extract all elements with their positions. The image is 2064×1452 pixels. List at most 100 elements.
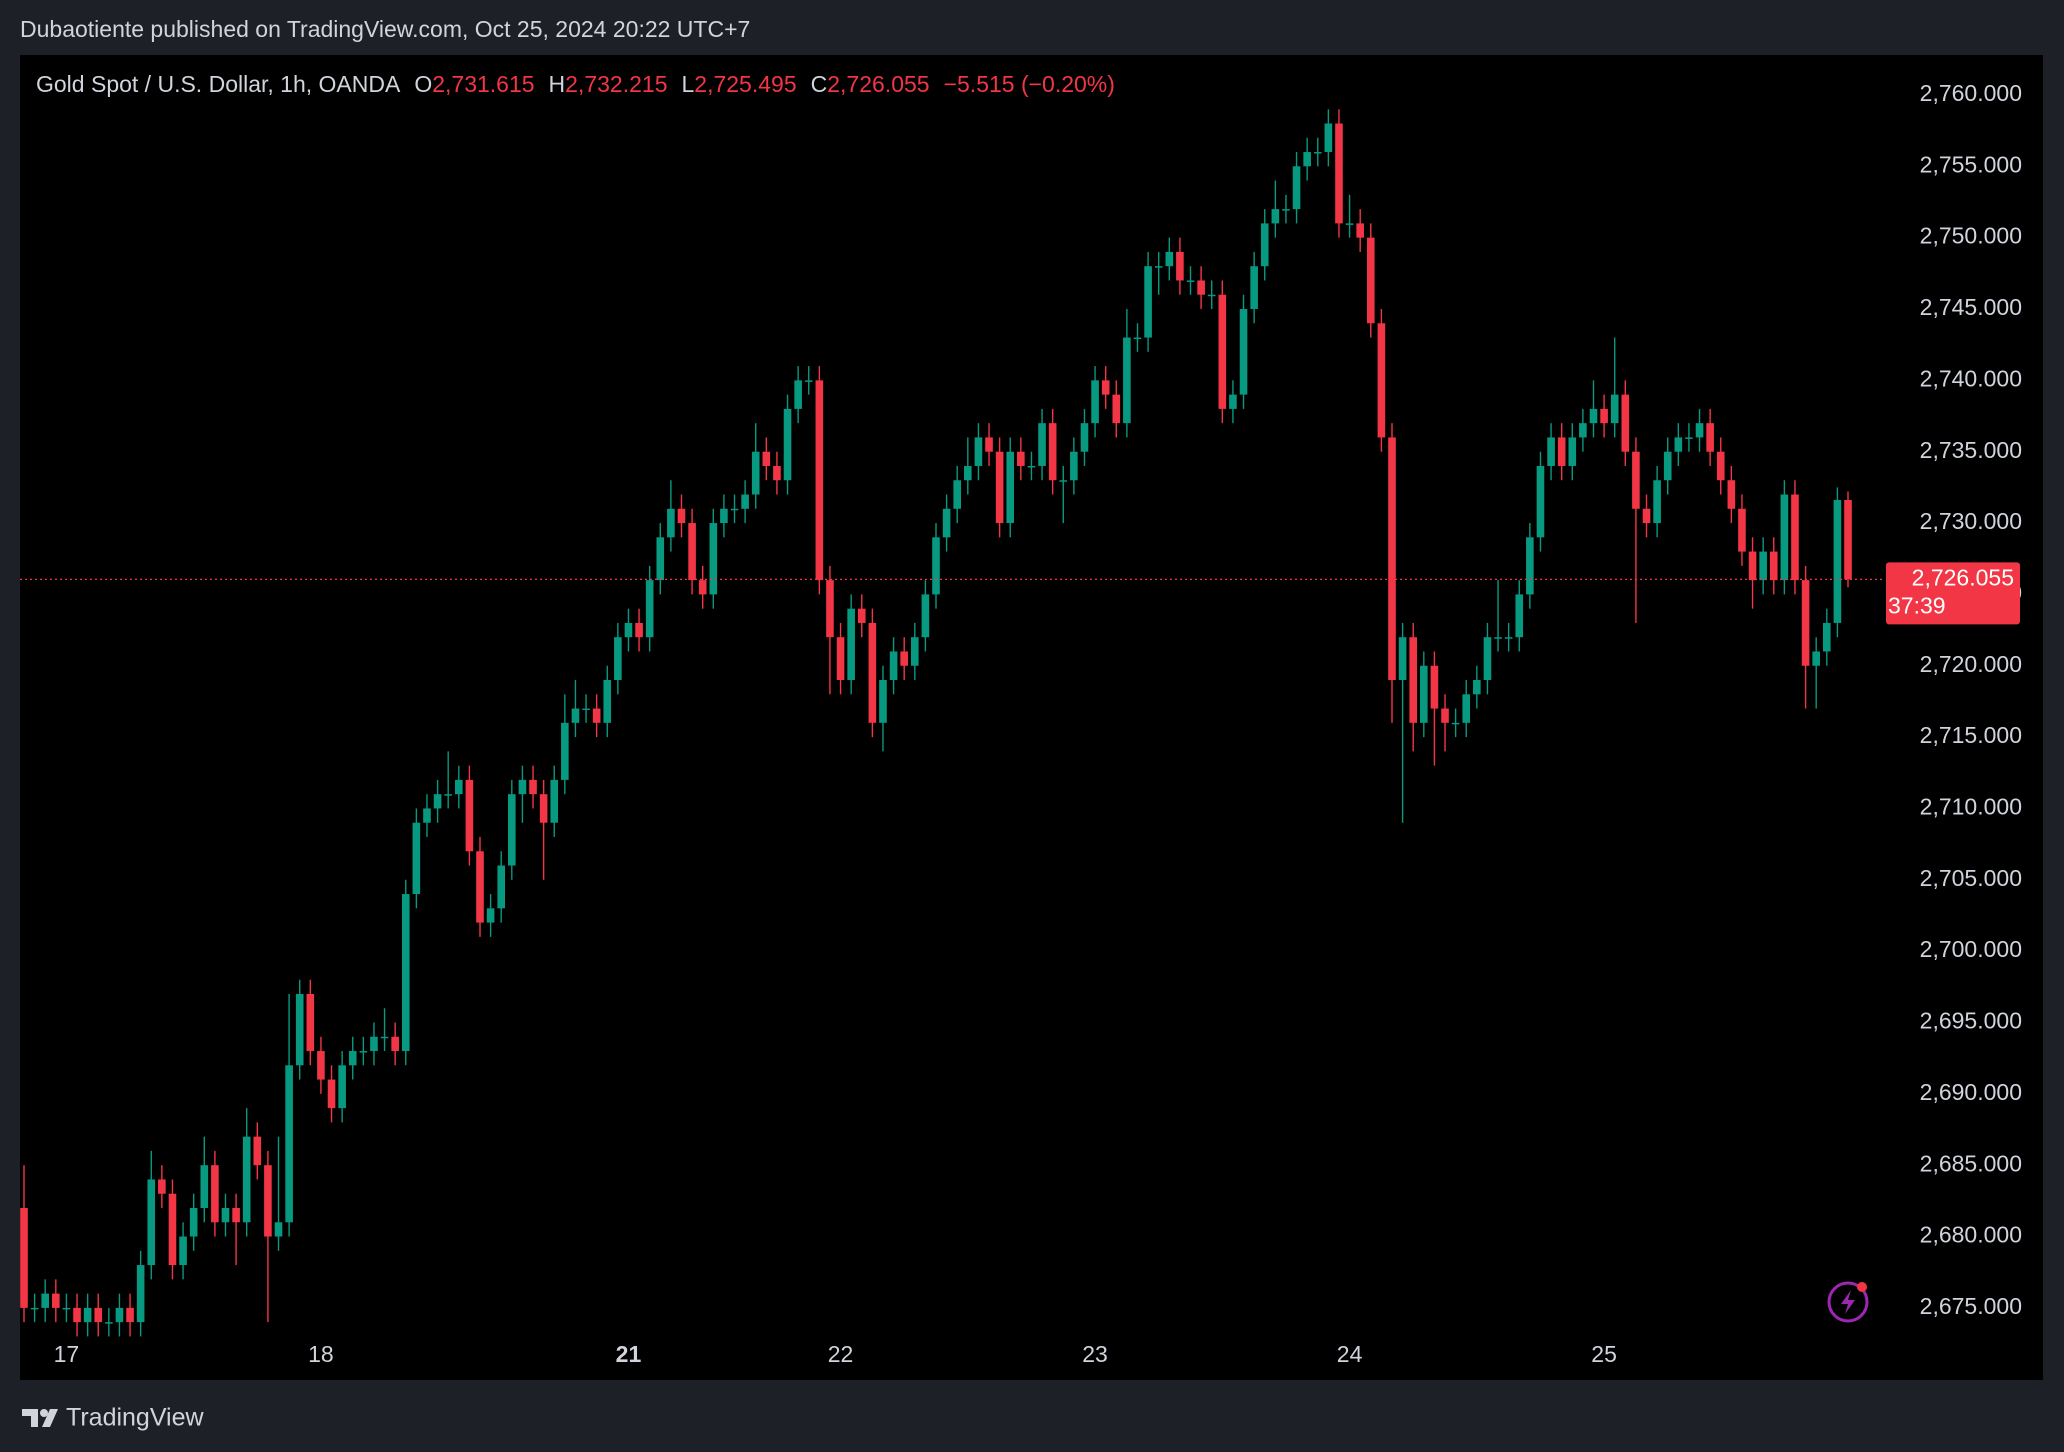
candle-body xyxy=(804,380,813,382)
candle-body xyxy=(1112,394,1121,424)
x-tick-label: 21 xyxy=(616,1341,642,1367)
candle-body xyxy=(1017,451,1025,466)
x-tick-label: 23 xyxy=(1082,1341,1108,1367)
candle-body xyxy=(868,622,877,723)
candle-body xyxy=(136,1265,145,1323)
candle-body xyxy=(454,779,463,795)
candle-body xyxy=(1801,580,1810,666)
footer-logo[interactable] xyxy=(22,1409,58,1427)
candle-body xyxy=(338,1065,346,1109)
candle-body xyxy=(592,708,601,723)
x-tick-label: 22 xyxy=(828,1341,854,1367)
candle-body xyxy=(1748,551,1757,581)
x-tick-label: 18 xyxy=(308,1341,334,1367)
candle-body xyxy=(1059,480,1068,482)
candle-body xyxy=(1260,223,1269,267)
candle-body xyxy=(115,1307,124,1323)
ohlc-value: 2,726.055 xyxy=(827,71,929,97)
candle-body xyxy=(773,465,781,481)
candle-body xyxy=(1027,465,1036,468)
candle-body xyxy=(561,722,569,780)
candle-body xyxy=(497,865,506,909)
candle-body xyxy=(942,508,951,538)
candle-body xyxy=(550,779,559,823)
candle-body xyxy=(211,1165,219,1223)
y-tick-label: 2,680.000 xyxy=(1920,1222,2022,1248)
candle-body xyxy=(1653,480,1661,524)
candle-body xyxy=(508,794,516,866)
candle-body xyxy=(62,1307,71,1310)
candle-body xyxy=(762,451,771,466)
candle-body xyxy=(1420,665,1428,723)
candle-body xyxy=(857,608,866,623)
candle-body xyxy=(30,1307,39,1310)
candle-body xyxy=(1642,508,1651,524)
candle-body xyxy=(391,1036,399,1052)
chart-panel xyxy=(20,55,2043,1380)
candle-body xyxy=(751,451,760,495)
y-tick-label: 2,745.000 xyxy=(1920,294,2022,320)
candle-body xyxy=(126,1307,134,1323)
logo-dot[interactable] xyxy=(40,1409,48,1417)
icon-bolt[interactable] xyxy=(1841,1290,1855,1314)
candle-body xyxy=(1706,423,1714,452)
footer-brand[interactable]: TradingView xyxy=(66,1404,205,1432)
candle-body xyxy=(253,1136,262,1166)
candle-body xyxy=(1282,209,1290,211)
candle-body xyxy=(635,622,643,638)
candle-body xyxy=(1335,123,1343,224)
candle-body xyxy=(1154,266,1163,268)
candle-body xyxy=(221,1207,230,1223)
candle-body xyxy=(242,1136,251,1223)
candle-body xyxy=(794,380,802,409)
candle-body xyxy=(147,1179,156,1266)
candle-body xyxy=(1504,637,1513,639)
candle-body xyxy=(423,808,431,823)
candle-body xyxy=(1579,423,1587,438)
y-tick-label: 2,685.000 xyxy=(1920,1150,2022,1176)
candle-body xyxy=(264,1165,272,1237)
candle-body xyxy=(815,380,824,581)
candle-body xyxy=(1610,394,1619,424)
icon-ring[interactable] xyxy=(1827,1281,1869,1323)
candle-body xyxy=(348,1051,357,1066)
candle-body xyxy=(1494,637,1502,639)
candle-body xyxy=(1218,294,1227,409)
candle-body xyxy=(94,1307,103,1323)
candle-body xyxy=(1197,280,1205,295)
y-tick-label: 2,750.000 xyxy=(1920,223,2022,249)
candle-body xyxy=(1176,251,1184,281)
candle-body xyxy=(1547,437,1555,466)
candle-body xyxy=(741,494,749,509)
candle-body xyxy=(826,580,834,638)
ohlc-value: 2,725.495 xyxy=(694,71,796,97)
candle-body xyxy=(1441,708,1449,723)
symbol-legend: Gold Spot / U.S. Dollar, 1h, OANDA O2,731… xyxy=(36,71,1115,97)
candle-body xyxy=(274,1222,283,1237)
y-tick-label: 2,710.000 xyxy=(1920,794,2022,820)
candle-body xyxy=(1557,437,1566,466)
candle-body xyxy=(529,779,537,795)
y-tick-label: 2,690.000 xyxy=(1920,1079,2022,1105)
candle-body xyxy=(910,637,919,666)
candle-body xyxy=(1356,223,1364,238)
candle-body xyxy=(1483,637,1492,681)
candle-body xyxy=(370,1036,378,1052)
y-tick-label: 2,760.000 xyxy=(1920,80,2022,106)
candle-body xyxy=(1229,394,1237,409)
candle-body xyxy=(1780,494,1789,581)
ohlc-key: C xyxy=(811,71,828,97)
change: −5.515 (−0.20%) xyxy=(944,71,1115,97)
candle-body xyxy=(1388,437,1396,681)
logo-mark[interactable] xyxy=(22,1409,58,1427)
candle-body xyxy=(179,1236,187,1266)
candle-body xyxy=(1207,294,1216,297)
candle-body xyxy=(985,437,993,452)
candle-body xyxy=(603,680,612,723)
power-icon[interactable] xyxy=(1827,1281,1869,1323)
candle-body xyxy=(1101,380,1110,395)
candle-body xyxy=(1727,480,1736,509)
candle-body xyxy=(656,537,665,581)
candle-body xyxy=(285,1065,293,1223)
